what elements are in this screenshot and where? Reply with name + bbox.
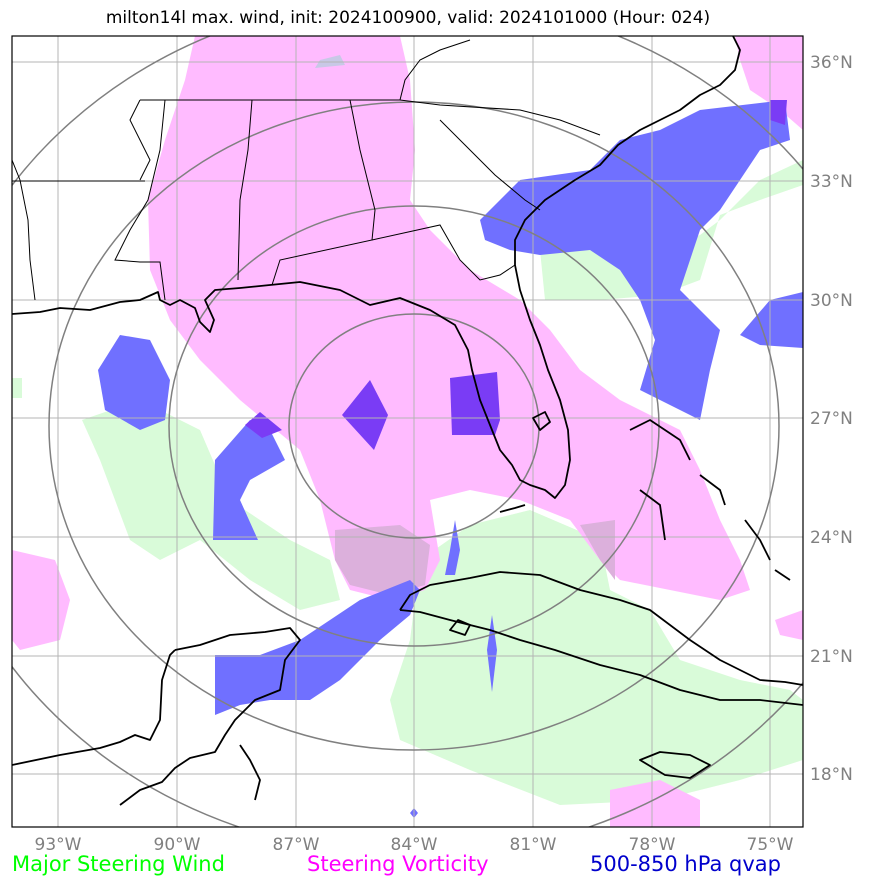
legend-steering-vorticity: Steering Vorticity	[307, 852, 489, 876]
lat-tick-labels: 36°N 33°N 30°N 27°N 24°N 21°N 18°N	[810, 53, 853, 785]
lat-tick: 21°N	[810, 647, 853, 667]
lon-tick: 81°W	[510, 835, 557, 855]
legend-qvap: 500-850 hPa qvap	[590, 852, 781, 876]
lon-tick: 90°W	[154, 835, 201, 855]
overlap-region-east	[580, 520, 615, 580]
lat-tick: 36°N	[810, 53, 853, 73]
state-borders	[12, 39, 601, 301]
lon-tick: 87°W	[273, 835, 320, 855]
lat-tick: 24°N	[810, 528, 853, 548]
lon-tick-labels: 93°W 90°W 87°W 84°W 81°W 78°W 75°W	[35, 835, 794, 855]
lat-tick: 30°N	[810, 291, 853, 311]
legend-steering-wind: Major Steering Wind	[12, 852, 225, 876]
lat-tick: 33°N	[810, 172, 853, 192]
map-title: milton14l max. wind, init: 2024100900, v…	[105, 8, 711, 28]
lon-tick: 78°W	[629, 835, 676, 855]
lon-tick: 75°W	[747, 835, 794, 855]
lat-tick: 27°N	[810, 409, 853, 429]
qvap-field	[98, 100, 803, 818]
lon-tick: 93°W	[35, 835, 82, 855]
lon-tick: 84°W	[391, 835, 438, 855]
coastlines	[12, 36, 803, 806]
overlap-region	[335, 525, 430, 595]
map-frame	[11, 35, 804, 828]
lat-tick: 18°N	[810, 765, 853, 785]
steering-wind-field	[12, 160, 803, 805]
